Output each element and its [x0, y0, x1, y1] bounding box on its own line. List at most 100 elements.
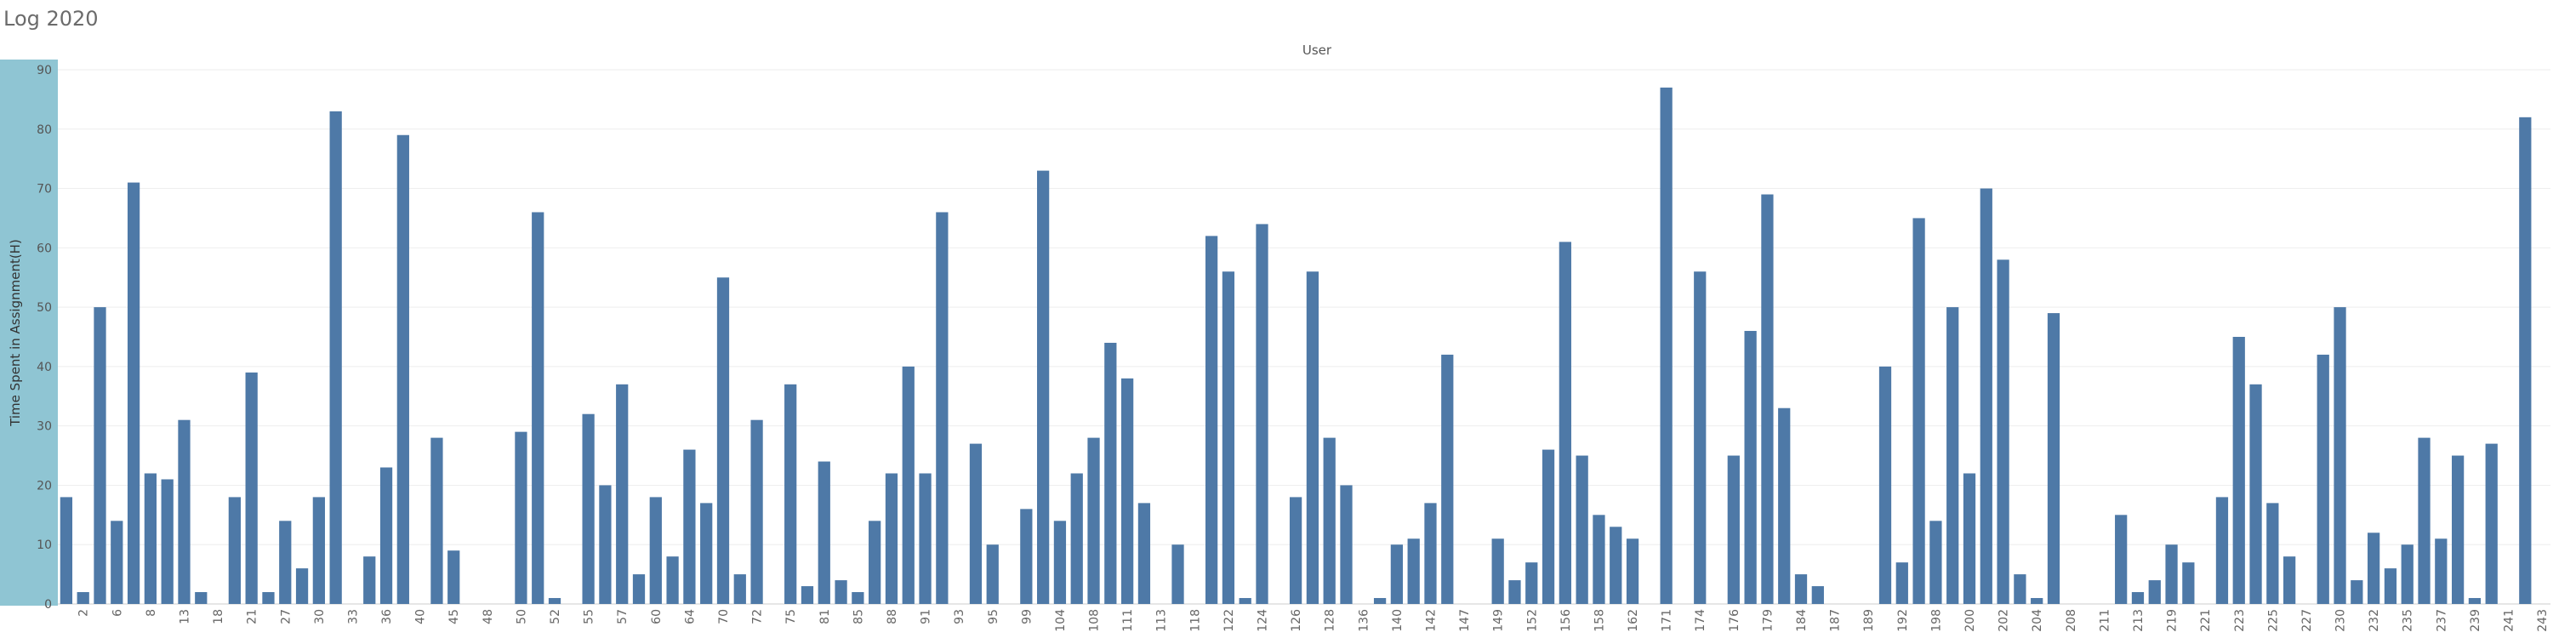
bar[interactable] [245, 372, 258, 604]
bar[interactable] [1912, 218, 1925, 604]
bar[interactable] [1037, 170, 1050, 604]
bar[interactable] [111, 521, 123, 604]
bar[interactable] [94, 307, 106, 604]
bar[interactable] [127, 182, 140, 604]
bar[interactable] [60, 497, 73, 604]
bar[interactable] [835, 580, 847, 604]
bar[interactable] [1878, 366, 1892, 604]
bar[interactable] [2215, 497, 2229, 604]
bar[interactable] [2384, 568, 2397, 604]
bar[interactable] [2351, 580, 2363, 604]
bar[interactable] [683, 449, 696, 604]
bar[interactable] [1794, 574, 1808, 604]
bar[interactable] [2368, 533, 2380, 604]
bar[interactable] [1997, 259, 2009, 604]
bar[interactable] [1980, 188, 1992, 604]
bar[interactable] [548, 598, 561, 604]
bar[interactable] [936, 212, 949, 604]
bar[interactable] [2485, 443, 2498, 604]
bar[interactable] [2266, 503, 2279, 604]
bar[interactable] [1323, 437, 1336, 604]
bar[interactable] [986, 544, 999, 604]
bar[interactable] [1542, 449, 1555, 604]
bar[interactable] [379, 467, 393, 604]
bar[interactable] [784, 384, 797, 604]
bar[interactable] [1424, 503, 1437, 604]
bar[interactable] [295, 568, 309, 604]
bar[interactable] [2468, 598, 2482, 604]
bar[interactable] [2519, 117, 2532, 604]
bar[interactable] [77, 592, 89, 604]
bar[interactable] [801, 586, 814, 604]
bar[interactable] [1070, 473, 1083, 604]
bar[interactable] [144, 473, 157, 604]
bar[interactable] [852, 592, 864, 604]
bar[interactable] [885, 473, 898, 604]
bar[interactable] [515, 431, 527, 604]
bar[interactable] [2418, 437, 2431, 604]
bar[interactable] [2165, 544, 2178, 604]
bar[interactable] [599, 485, 612, 604]
bar[interactable] [2031, 598, 2043, 604]
bar[interactable] [2283, 556, 2296, 604]
bar[interactable] [161, 479, 174, 604]
bar[interactable] [1390, 544, 1404, 604]
bar[interactable] [1525, 562, 1538, 604]
bar[interactable] [616, 384, 629, 604]
bar[interactable] [1895, 562, 1908, 604]
bar[interactable] [1053, 521, 1067, 604]
bar[interactable] [1576, 455, 1588, 604]
bar[interactable] [2232, 337, 2245, 604]
bar[interactable] [919, 473, 932, 604]
bar[interactable] [1205, 236, 1218, 604]
bar[interactable] [2317, 354, 2329, 604]
bar[interactable] [1104, 342, 1117, 604]
bar[interactable] [447, 550, 460, 604]
bar[interactable] [700, 503, 713, 604]
bar[interactable] [1626, 538, 1639, 604]
bar[interactable] [1407, 538, 1420, 604]
bar[interactable] [1137, 503, 1151, 604]
bar[interactable] [2115, 515, 2128, 604]
bar[interactable] [869, 521, 881, 604]
bar[interactable] [2047, 313, 2060, 604]
bar[interactable] [1087, 437, 1100, 604]
bar[interactable] [1761, 194, 1774, 604]
bar[interactable] [396, 134, 409, 604]
bar[interactable] [1289, 497, 1302, 604]
bar[interactable] [750, 419, 763, 604]
bar[interactable] [666, 556, 679, 604]
bar[interactable] [262, 592, 275, 604]
bar[interactable] [1610, 527, 1622, 604]
bar[interactable] [2435, 538, 2448, 604]
bar[interactable] [1256, 224, 1268, 604]
bar[interactable] [1744, 331, 1757, 604]
bar[interactable] [1171, 544, 1184, 604]
bar[interactable] [1946, 307, 1959, 604]
bar[interactable] [195, 592, 208, 604]
bar[interactable] [1694, 271, 1707, 604]
bar[interactable] [1508, 580, 1521, 604]
bar[interactable] [1222, 271, 1235, 604]
bar[interactable] [2148, 580, 2161, 604]
bar[interactable] [2334, 307, 2346, 604]
bar[interactable] [2131, 592, 2145, 604]
bar[interactable] [430, 437, 443, 604]
bar[interactable] [1929, 521, 1942, 604]
bar[interactable] [1727, 455, 1740, 604]
bar[interactable] [178, 419, 191, 604]
bar[interactable] [902, 366, 915, 604]
bar[interactable] [329, 111, 342, 605]
bar[interactable] [1963, 473, 1976, 604]
bar[interactable] [1373, 598, 1387, 604]
bar[interactable] [279, 521, 292, 604]
bar[interactable] [818, 461, 830, 604]
bar[interactable] [2401, 544, 2414, 604]
bar[interactable] [363, 556, 376, 604]
bar[interactable] [1020, 509, 1033, 604]
bar[interactable] [1778, 407, 1791, 604]
bar[interactable] [1239, 598, 1251, 604]
bar[interactable] [1593, 515, 1605, 604]
bar[interactable] [649, 497, 662, 604]
bar[interactable] [2014, 574, 2026, 604]
